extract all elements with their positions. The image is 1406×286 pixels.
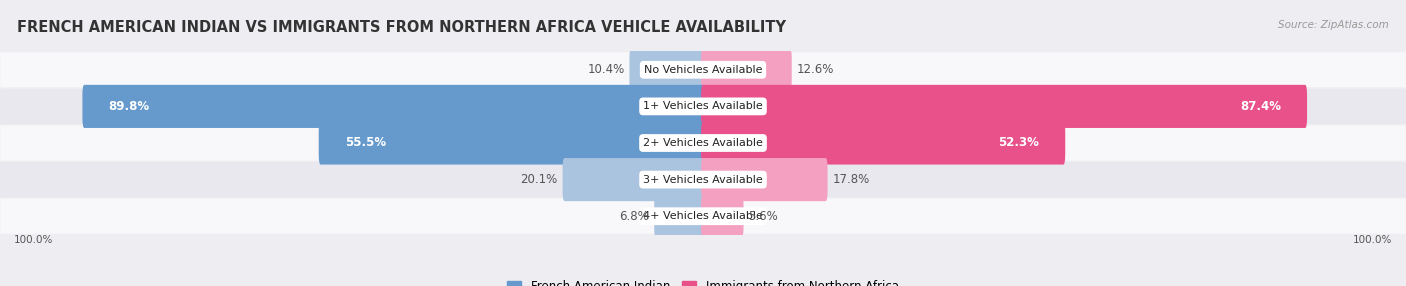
FancyBboxPatch shape	[702, 122, 1066, 164]
FancyBboxPatch shape	[562, 158, 704, 201]
Text: No Vehicles Available: No Vehicles Available	[644, 65, 762, 75]
Text: 55.5%: 55.5%	[344, 136, 385, 150]
Text: Source: ZipAtlas.com: Source: ZipAtlas.com	[1278, 20, 1389, 30]
FancyBboxPatch shape	[702, 195, 744, 238]
Text: 87.4%: 87.4%	[1240, 100, 1281, 113]
Text: 52.3%: 52.3%	[998, 136, 1039, 150]
FancyBboxPatch shape	[83, 85, 704, 128]
Text: 4+ Vehicles Available: 4+ Vehicles Available	[643, 211, 763, 221]
FancyBboxPatch shape	[630, 48, 704, 91]
Text: 17.8%: 17.8%	[832, 173, 870, 186]
Text: 10.4%: 10.4%	[588, 63, 624, 76]
Text: 12.6%: 12.6%	[797, 63, 834, 76]
FancyBboxPatch shape	[0, 89, 1406, 124]
FancyBboxPatch shape	[702, 158, 828, 201]
Text: 2+ Vehicles Available: 2+ Vehicles Available	[643, 138, 763, 148]
FancyBboxPatch shape	[319, 122, 704, 164]
Text: 20.1%: 20.1%	[520, 173, 558, 186]
Text: 6.8%: 6.8%	[620, 210, 650, 223]
FancyBboxPatch shape	[702, 48, 792, 91]
Text: 89.8%: 89.8%	[108, 100, 149, 113]
FancyBboxPatch shape	[0, 162, 1406, 197]
Text: 100.0%: 100.0%	[14, 235, 53, 245]
Text: 3+ Vehicles Available: 3+ Vehicles Available	[643, 175, 763, 184]
FancyBboxPatch shape	[0, 52, 1406, 87]
Text: 100.0%: 100.0%	[1353, 235, 1392, 245]
Legend: French American Indian, Immigrants from Northern Africa: French American Indian, Immigrants from …	[502, 276, 904, 286]
Text: 1+ Vehicles Available: 1+ Vehicles Available	[643, 102, 763, 111]
Text: FRENCH AMERICAN INDIAN VS IMMIGRANTS FROM NORTHERN AFRICA VEHICLE AVAILABILITY: FRENCH AMERICAN INDIAN VS IMMIGRANTS FRO…	[17, 20, 786, 35]
Text: 5.6%: 5.6%	[748, 210, 778, 223]
FancyBboxPatch shape	[0, 126, 1406, 160]
FancyBboxPatch shape	[0, 199, 1406, 234]
FancyBboxPatch shape	[702, 85, 1308, 128]
FancyBboxPatch shape	[654, 195, 704, 238]
